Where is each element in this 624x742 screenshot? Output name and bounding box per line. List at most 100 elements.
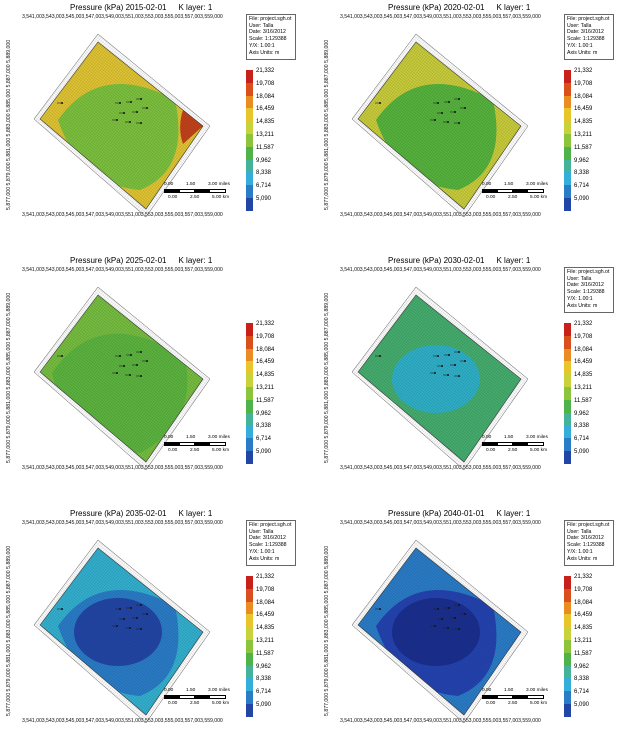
info-line: File: project.sgh.ot: [567, 522, 610, 528]
pressure-map-panel: Pressure (kPa) 2040-01-01 K layer: 1 3,541…: [318, 506, 618, 742]
info-line: Axis Units: m: [567, 49, 598, 56]
legend-level-label: 9,962: [256, 157, 272, 164]
scale-bar-segment: [527, 189, 544, 193]
panel-title: Pressure (kPa) 2020-02-01 K layer: 1: [388, 3, 530, 12]
info-line: User: Talla: [249, 22, 274, 29]
scale-miles-label: 3.00 miles: [208, 182, 230, 187]
info-line: Scale: 1:129388: [567, 289, 605, 296]
legend-level-label: 13,211: [256, 385, 274, 391]
info-line: User: Talla: [249, 528, 274, 535]
scale-miles-label: 3.00 miles: [526, 435, 548, 440]
x-axis-tick-labels-top: 3,541,003,543,003,545,003,547,003,549,00…: [340, 14, 541, 20]
legend-swatch: [246, 70, 253, 83]
scale-km-label: 5.00 km: [530, 448, 548, 453]
scale-miles-label: 1.50: [504, 182, 514, 187]
info-line: User: Talla: [567, 528, 592, 535]
legend-level-label: 6,714: [574, 436, 590, 443]
legend-swatch: [246, 601, 253, 615]
scale-miles-label: 0.00: [482, 182, 492, 187]
legend-swatch: [564, 198, 571, 211]
project-info-box: File: project.sgh.ot User: Talla Date: 3/1…: [246, 520, 296, 566]
legend-swatch: [246, 387, 253, 400]
scale-miles-label: 3.00 miles: [526, 688, 548, 693]
legend-swatch: [564, 361, 571, 375]
legend-swatch: [246, 159, 253, 173]
legend-swatch: [564, 704, 571, 717]
panel-title: Pressure (kPa) 2030-02-01 K layer: 1: [388, 256, 530, 265]
legend-swatch: [246, 361, 253, 375]
legend-level-label: 18,084: [256, 93, 275, 100]
pressure-legend: 21,332 19,708 18,084 16,459 14,835 13,211 11,5…: [246, 574, 296, 717]
legend-level-label: 21,332: [574, 68, 593, 74]
legend-swatch: [564, 159, 571, 173]
scale-bar: 0.00 1.50 3.00 miles 0.00 2.50 5.00 km: [164, 688, 244, 712]
pressure-grid-map: [351, 539, 529, 724]
scale-km-label: 0.00: [486, 701, 496, 706]
scale-km-label: 2.50: [508, 195, 518, 200]
legend-swatch: [564, 652, 571, 666]
pressure-grid-map: [351, 33, 529, 218]
legend-swatch: [564, 95, 571, 109]
scale-bar: 0.00 1.50 3.00 miles 0.00 2.50 5.00 km: [482, 182, 562, 206]
legend-swatch: [564, 399, 571, 413]
title-text: Pressure (kPa) 2035-02-01: [70, 509, 167, 518]
k-layer-label: K layer: 1: [496, 256, 531, 265]
legend-level-label: 9,962: [574, 663, 590, 670]
info-line: Scale: 1:129388: [249, 36, 287, 43]
legend-level-label: 16,459: [256, 612, 275, 619]
legend-swatch: [564, 335, 571, 349]
legend-swatch: [246, 399, 253, 413]
scale-miles-label: 1.50: [186, 182, 196, 187]
scale-km-label: 2.50: [190, 448, 200, 453]
panel-title: Pressure (kPa) 2035-02-01 K layer: 1: [70, 509, 212, 518]
pressure-legend: 21,332 19,708 18,084 16,459 14,835 13,211 11,5…: [564, 68, 614, 211]
info-line: Y/X: 1.00:1: [567, 42, 593, 49]
scale-km-label: 5.00 km: [530, 195, 548, 200]
legend-level-label: 14,835: [256, 625, 275, 632]
legend-swatch: [564, 374, 571, 387]
legend-level-label: 19,708: [256, 80, 275, 87]
legend-level-label: 16,459: [574, 106, 593, 113]
legend-swatch: [564, 640, 571, 653]
legend-swatch: [246, 588, 253, 602]
info-line: Y/X: 1.00:1: [567, 295, 593, 302]
legend-level-label: 18,084: [256, 346, 275, 353]
legend-level-label: 9,962: [574, 410, 590, 417]
legend-level-label: 9,962: [574, 157, 590, 164]
legend-level-label: 9,962: [256, 410, 272, 417]
legend-swatch: [564, 121, 571, 134]
legend-level-label: 11,587: [256, 144, 274, 151]
well-markers: [57, 98, 148, 124]
legend-swatch: [564, 451, 571, 464]
legend-swatch: [246, 374, 253, 387]
legend-level-label: 11,587: [574, 650, 592, 657]
legend-level-label: 21,332: [256, 321, 275, 327]
legend-swatch: [564, 134, 571, 147]
legend-level-label: 14,835: [574, 119, 593, 126]
scale-miles-label: 3.00 miles: [208, 435, 230, 440]
well-markers: [375, 604, 466, 630]
title-text: Pressure (kPa) 2015-02-01: [70, 3, 167, 12]
info-line: Axis Units: m: [567, 555, 598, 562]
legend-swatch: [564, 412, 571, 426]
legend-level-label: 18,084: [574, 93, 593, 100]
legend-level-label: 11,587: [256, 650, 274, 657]
info-line: Y/X: 1.00:1: [567, 548, 593, 555]
legend-level-label: 14,835: [256, 119, 275, 126]
legend-level-label: 21,332: [256, 68, 275, 74]
legend-swatch: [246, 640, 253, 653]
project-info-box: File: project.sgh.ot User: Talla Date: 3/1…: [564, 267, 614, 313]
legend-level-label: 19,708: [574, 333, 593, 340]
x-axis-tick-labels-bottom: 3,541,003,543,003,545,003,547,003,549,00…: [22, 212, 223, 218]
scale-km-label: 5.00 km: [212, 448, 230, 453]
legend-swatch: [246, 678, 253, 692]
legend-swatch: [246, 121, 253, 134]
well-markers: [57, 351, 148, 377]
legend-swatch: [246, 425, 253, 439]
info-line: Date: 3/16/2012: [567, 535, 604, 542]
legend-level-label: 5,090: [256, 702, 272, 708]
info-line: File: project.sgh.ot: [567, 16, 610, 22]
pressure-legend: 21,332 19,708 18,084 16,459 14,835 13,211 11,5…: [564, 321, 614, 464]
legend-level-label: 6,714: [574, 689, 590, 696]
title-text: Pressure (kPa) 2040-01-01: [388, 509, 485, 518]
